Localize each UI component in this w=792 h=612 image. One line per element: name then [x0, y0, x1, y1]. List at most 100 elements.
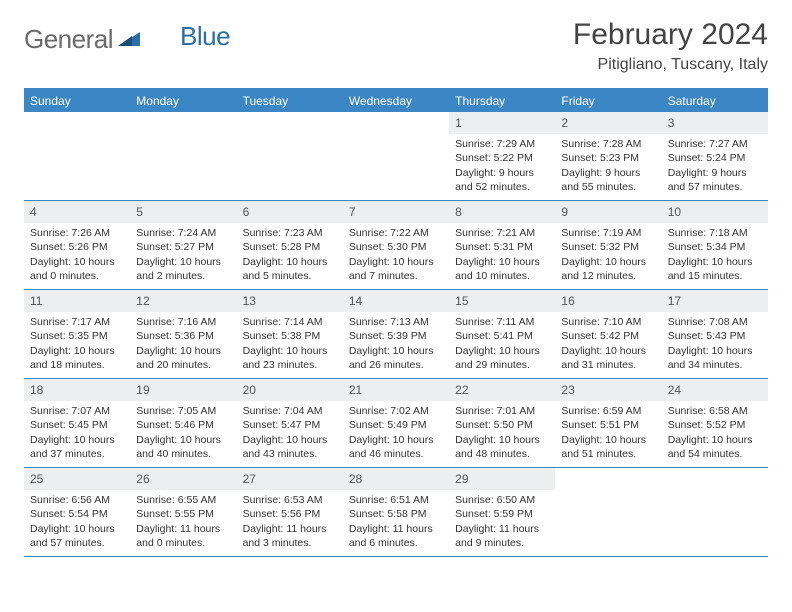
calendar-cell: 26Sunrise: 6:55 AMSunset: 5:55 PMDayligh… [130, 468, 236, 556]
day-number: 4 [24, 201, 130, 223]
day-line: Daylight: 11 hours [349, 522, 443, 536]
day-line: and 40 minutes. [136, 447, 230, 461]
title-block: February 2024 Pitigliano, Tuscany, Italy [573, 18, 768, 74]
day-line: Daylight: 10 hours [455, 344, 549, 358]
day-number [555, 468, 661, 490]
day-header-row: Sunday Monday Tuesday Wednesday Thursday… [24, 90, 768, 112]
day-line: Sunrise: 7:26 AM [30, 226, 124, 240]
day-line: and 37 minutes. [30, 447, 124, 461]
day-line: Sunset: 5:51 PM [561, 418, 655, 432]
day-number [24, 112, 130, 134]
day-header: Tuesday [237, 90, 343, 112]
day-line: Daylight: 10 hours [136, 344, 230, 358]
day-line: Sunset: 5:56 PM [243, 507, 337, 521]
day-details: Sunrise: 7:14 AMSunset: 5:38 PMDaylight:… [237, 312, 343, 378]
day-line: Sunset: 5:55 PM [136, 507, 230, 521]
calendar-cell: 22Sunrise: 7:01 AMSunset: 5:50 PMDayligh… [449, 379, 555, 467]
day-line: Sunset: 5:49 PM [349, 418, 443, 432]
day-number [662, 468, 768, 490]
day-line: Sunset: 5:22 PM [455, 151, 549, 165]
day-line: Sunrise: 7:19 AM [561, 226, 655, 240]
day-line: Daylight: 10 hours [30, 255, 124, 269]
calendar-cell: 29Sunrise: 6:50 AMSunset: 5:59 PMDayligh… [449, 468, 555, 556]
calendar-week: 25Sunrise: 6:56 AMSunset: 5:54 PMDayligh… [24, 468, 768, 557]
day-line: Sunset: 5:46 PM [136, 418, 230, 432]
day-line: Daylight: 10 hours [243, 344, 337, 358]
calendar-cell: 1Sunrise: 7:29 AMSunset: 5:22 PMDaylight… [449, 112, 555, 200]
day-number: 13 [237, 290, 343, 312]
day-line: Sunrise: 7:27 AM [668, 137, 762, 151]
day-number: 1 [449, 112, 555, 134]
calendar-week: 1Sunrise: 7:29 AMSunset: 5:22 PMDaylight… [24, 112, 768, 201]
day-number: 6 [237, 201, 343, 223]
day-line: Sunset: 5:36 PM [136, 329, 230, 343]
day-line: Daylight: 10 hours [30, 344, 124, 358]
calendar-cell: 14Sunrise: 7:13 AMSunset: 5:39 PMDayligh… [343, 290, 449, 378]
day-line: Sunrise: 7:02 AM [349, 404, 443, 418]
day-line: and 23 minutes. [243, 358, 337, 372]
calendar-cell [555, 468, 661, 556]
day-line: Sunset: 5:45 PM [30, 418, 124, 432]
day-line: Daylight: 10 hours [455, 255, 549, 269]
day-line: and 57 minutes. [668, 180, 762, 194]
day-line: Sunset: 5:35 PM [30, 329, 124, 343]
day-line: Sunset: 5:54 PM [30, 507, 124, 521]
day-number: 5 [130, 201, 236, 223]
logo-triangle-icon [118, 28, 140, 51]
calendar-cell: 10Sunrise: 7:18 AMSunset: 5:34 PMDayligh… [662, 201, 768, 289]
day-line: and 54 minutes. [668, 447, 762, 461]
day-line: Daylight: 10 hours [349, 255, 443, 269]
day-number [237, 112, 343, 134]
calendar-cell [237, 112, 343, 200]
day-line: Daylight: 9 hours [668, 166, 762, 180]
day-number: 27 [237, 468, 343, 490]
day-header: Saturday [662, 90, 768, 112]
day-line: Daylight: 10 hours [561, 433, 655, 447]
day-line: and 57 minutes. [30, 536, 124, 550]
day-line: and 26 minutes. [349, 358, 443, 372]
day-number: 28 [343, 468, 449, 490]
day-line: Sunset: 5:59 PM [455, 507, 549, 521]
day-details: Sunrise: 7:11 AMSunset: 5:41 PMDaylight:… [449, 312, 555, 378]
calendar-cell: 27Sunrise: 6:53 AMSunset: 5:56 PMDayligh… [237, 468, 343, 556]
day-number: 26 [130, 468, 236, 490]
day-header: Friday [555, 90, 661, 112]
day-details: Sunrise: 7:05 AMSunset: 5:46 PMDaylight:… [130, 401, 236, 467]
location: Pitigliano, Tuscany, Italy [573, 56, 768, 74]
day-line: Sunset: 5:41 PM [455, 329, 549, 343]
day-number: 2 [555, 112, 661, 134]
day-line: Sunrise: 7:21 AM [455, 226, 549, 240]
month-title: February 2024 [573, 18, 768, 52]
day-line: Sunset: 5:50 PM [455, 418, 549, 432]
day-line: and 34 minutes. [668, 358, 762, 372]
day-line: Daylight: 11 hours [243, 522, 337, 536]
day-line: and 15 minutes. [668, 269, 762, 283]
day-line: Daylight: 10 hours [668, 344, 762, 358]
calendar-week: 11Sunrise: 7:17 AMSunset: 5:35 PMDayligh… [24, 290, 768, 379]
day-line: Sunset: 5:38 PM [243, 329, 337, 343]
calendar-cell [662, 468, 768, 556]
day-line: Sunset: 5:23 PM [561, 151, 655, 165]
day-line: and 52 minutes. [455, 180, 549, 194]
calendar-cell: 17Sunrise: 7:08 AMSunset: 5:43 PMDayligh… [662, 290, 768, 378]
day-line: Sunrise: 7:08 AM [668, 315, 762, 329]
day-line: Sunrise: 7:18 AM [668, 226, 762, 240]
day-line: Daylight: 10 hours [349, 433, 443, 447]
day-line: Sunset: 5:52 PM [668, 418, 762, 432]
day-details: Sunrise: 7:26 AMSunset: 5:26 PMDaylight:… [24, 223, 130, 289]
day-details: Sunrise: 7:08 AMSunset: 5:43 PMDaylight:… [662, 312, 768, 378]
day-line: Sunset: 5:32 PM [561, 240, 655, 254]
day-line: Daylight: 10 hours [561, 344, 655, 358]
calendar-cell: 19Sunrise: 7:05 AMSunset: 5:46 PMDayligh… [130, 379, 236, 467]
day-line: Daylight: 10 hours [136, 255, 230, 269]
day-details: Sunrise: 7:18 AMSunset: 5:34 PMDaylight:… [662, 223, 768, 289]
day-line: Sunrise: 7:04 AM [243, 404, 337, 418]
day-line: Sunrise: 6:56 AM [30, 493, 124, 507]
day-line: and 29 minutes. [455, 358, 549, 372]
day-line: Daylight: 10 hours [668, 255, 762, 269]
day-number: 7 [343, 201, 449, 223]
day-line: Sunrise: 7:11 AM [455, 315, 549, 329]
day-line: and 10 minutes. [455, 269, 549, 283]
day-line: Sunset: 5:39 PM [349, 329, 443, 343]
day-line: and 0 minutes. [136, 536, 230, 550]
